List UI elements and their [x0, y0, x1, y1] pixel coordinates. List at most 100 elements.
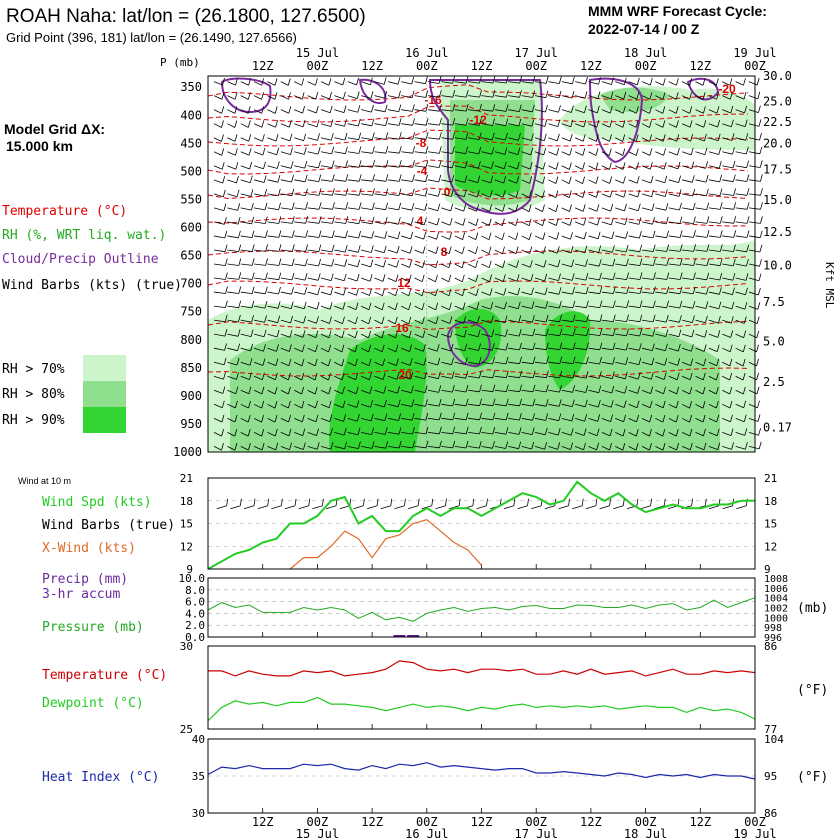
- pressure-legend: Pressure (mb): [42, 620, 144, 635]
- wind-barb: [347, 118, 361, 127]
- wind-barb-feather: [502, 218, 505, 226]
- wind-barb: [548, 90, 562, 99]
- wind-barb: [508, 370, 523, 379]
- wind-barb-feather: [385, 174, 389, 182]
- wind-barb: [534, 76, 549, 84]
- temperature-contour-label: 16: [395, 321, 409, 335]
- wind-barb-shaft: [534, 291, 546, 295]
- wind-barb: [534, 204, 545, 212]
- wind-barb-feather: [438, 146, 442, 154]
- wind-barb: [494, 260, 506, 268]
- wind-barb-feather: [478, 343, 481, 351]
- wind-barb-feather: [516, 260, 519, 268]
- wind-barb-feather: [410, 371, 414, 380]
- wind-barb-shaft: [334, 235, 346, 239]
- bottom-day-label: 17 Jul: [515, 827, 558, 840]
- wind-barb-shaft: [334, 305, 344, 310]
- wind-barb: [253, 134, 265, 142]
- wind-barb-shaft: [294, 81, 302, 86]
- wind-barb: [307, 174, 322, 182]
- wind-barb-feather: [396, 358, 399, 366]
- wind-barb-shaft: [414, 375, 425, 380]
- wind-barb: [494, 301, 507, 310]
- wind-barb: [467, 204, 479, 212]
- wind-barb-shaft: [467, 249, 476, 255]
- wind-barb-feather: [224, 314, 228, 322]
- bottom-hour-label: 00Z: [416, 815, 438, 829]
- wind-barb-shaft: [240, 263, 253, 266]
- wind-barb-shaft: [508, 347, 520, 351]
- wind-barb: [240, 442, 251, 451]
- wind-barb-shaft: [441, 445, 453, 449]
- wind-barb-feather: [398, 188, 402, 196]
- wind-barb-shaft: [334, 319, 343, 325]
- legend-temperature: Temperature (°C): [2, 204, 127, 219]
- wind-barb: [240, 202, 254, 211]
- wind-barb-shaft: [427, 137, 440, 140]
- wind-barb-feather: [477, 315, 480, 324]
- wind-barb: [267, 202, 281, 211]
- wind-barb-feather: [505, 329, 508, 337]
- wind-barb-feather: [505, 132, 508, 141]
- wind-barb: [427, 412, 442, 421]
- wind-barb-shaft: [494, 137, 506, 141]
- wind-barb-feather: [757, 91, 761, 100]
- wind-barb-feather: [439, 440, 442, 448]
- wind-barb-shaft: [267, 417, 276, 423]
- wind-barb-feather: [449, 232, 452, 240]
- wind-barb-feather: [398, 132, 402, 140]
- wind-barb-shaft: [307, 361, 316, 367]
- wind-barb: [454, 76, 469, 84]
- wind-barb-feather: [330, 441, 334, 450]
- wind-barb-shaft: [347, 235, 359, 239]
- wind-barb: [280, 372, 291, 381]
- wind-barb: [508, 218, 519, 227]
- wind-barb: [307, 78, 318, 86]
- pressure-tick-label: 600: [180, 221, 202, 235]
- wind-barb-shaft: [294, 291, 305, 295]
- wind-barb-shaft: [481, 165, 492, 169]
- wind-barb-feather: [475, 288, 479, 296]
- wind-barb: [374, 202, 388, 211]
- wind-barb-shaft: [320, 277, 332, 281]
- wind-barb-shaft: [280, 291, 292, 295]
- x-wind-legend: X-Wind (kts): [42, 541, 136, 556]
- temperature-contour-label: 8: [441, 245, 448, 259]
- wind-barb: [481, 104, 496, 112]
- wind-barb-shaft: [267, 389, 276, 395]
- wind-barb-feather: [532, 384, 536, 392]
- wind-barb-feather: [760, 216, 763, 224]
- wind-barb-shaft: [267, 123, 276, 128]
- wind-barb-feather: [465, 132, 469, 140]
- wind-barb: [267, 301, 281, 309]
- wind-barb-shaft: [534, 109, 546, 113]
- wind-barb-shaft: [374, 137, 386, 140]
- wind-barb: [240, 230, 255, 238]
- wind-barb-feather: [479, 75, 482, 84]
- wind-barb-feather: [344, 132, 348, 141]
- wind-barb: [361, 132, 375, 140]
- wind-barb-shaft: [267, 319, 278, 324]
- wind-barb: [320, 230, 335, 238]
- wind-barb-feather: [479, 426, 482, 435]
- wind-barb: [280, 414, 291, 423]
- wind-barb-shaft: [294, 263, 306, 267]
- wind-barb-shaft: [294, 431, 303, 437]
- wind-barb: [267, 106, 278, 114]
- wind-barb-feather: [531, 441, 535, 450]
- wind-barb: [240, 134, 252, 142]
- wind-barb-shaft: [387, 123, 400, 126]
- wind-barb-shaft: [387, 291, 396, 297]
- wind-barb-feather: [318, 230, 322, 238]
- wind-barb-shaft: [414, 319, 423, 325]
- wind-barb: [374, 399, 387, 408]
- top-hour-label: 12Z: [252, 59, 274, 73]
- wind-barb-shaft: [374, 431, 386, 435]
- wind-barb-shaft: [481, 263, 490, 269]
- wind-barb-shaft: [267, 375, 276, 381]
- wind-barb-feather: [223, 372, 226, 380]
- wind-barb: [374, 160, 389, 168]
- wind-barb: [254, 175, 267, 183]
- wind-barb-shaft: [521, 263, 531, 268]
- wind-barb: [481, 288, 493, 296]
